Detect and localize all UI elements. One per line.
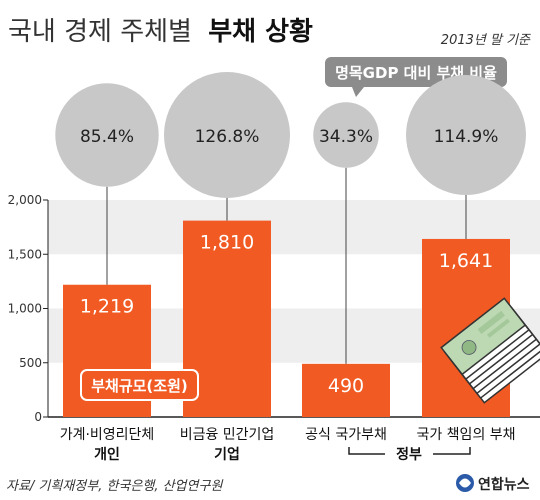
x-category-sublabel: 기업 — [214, 447, 240, 463]
y-tick-label: 500 — [19, 356, 42, 370]
ratio-bubble-label: 114.9% — [434, 127, 499, 147]
y-tick-label: 0 — [34, 410, 42, 424]
bar-value-label: 1,641 — [439, 250, 493, 272]
x-category-label: 가계·비영리단체 — [60, 427, 155, 443]
legend-badge: 부채규모(조원) — [80, 369, 199, 401]
chart-title: 국내 경제 주체별 부채 상황 — [8, 17, 313, 47]
legend-badge-box — [80, 369, 199, 401]
y-tick-label: 2,000 — [8, 193, 42, 207]
bar-value-label: 490 — [328, 375, 364, 397]
ratio-bubble-label: 126.8% — [195, 127, 260, 147]
x-category-sublabel: 개인 — [94, 446, 120, 463]
bar — [302, 363, 390, 417]
y-tick-label: 1,500 — [8, 247, 42, 261]
ratio-bubbles: 85.4% 126.8% 34.3% 114.9% — [55, 72, 526, 364]
bar-value-label: 1,810 — [200, 232, 254, 254]
bar-value-label: 1,219 — [80, 296, 134, 318]
ratio-bubble — [406, 75, 526, 195]
yonhap-logo-text: 연합뉴스 — [478, 476, 530, 493]
money-stack-icon — [440, 297, 540, 404]
legend-badge-text: 부채규모(조원) — [91, 377, 188, 395]
source-note: 자료/ 기획재정부, 한국은행, 산업연구원 — [6, 479, 223, 494]
x-category-label: 비금융 민간기업 — [180, 427, 275, 443]
ratio-callout-pointer — [352, 87, 364, 97]
title-bold: 부채 상황 — [208, 17, 313, 47]
basis-date: 2013년 말 기준 — [441, 33, 531, 48]
yonhap-logo: 연합뉴스 — [456, 474, 530, 493]
x-category-label: 공식 국가부채 — [305, 427, 387, 443]
government-group-bracket: 정부 — [348, 446, 471, 463]
y-tick-label: 1,000 — [8, 302, 42, 316]
government-group-label: 정부 — [396, 446, 422, 463]
ratio-bubble — [313, 102, 379, 168]
title-light: 국내 경제 주체별 — [8, 17, 192, 47]
x-category-label: 국가 책임의 부채 — [416, 427, 515, 443]
ratio-bubble-label: 34.3% — [319, 127, 373, 147]
ratio-bubble — [164, 72, 290, 198]
ratio-bubble-label: 85.4% — [80, 127, 134, 147]
ratio-bubble — [55, 83, 159, 187]
